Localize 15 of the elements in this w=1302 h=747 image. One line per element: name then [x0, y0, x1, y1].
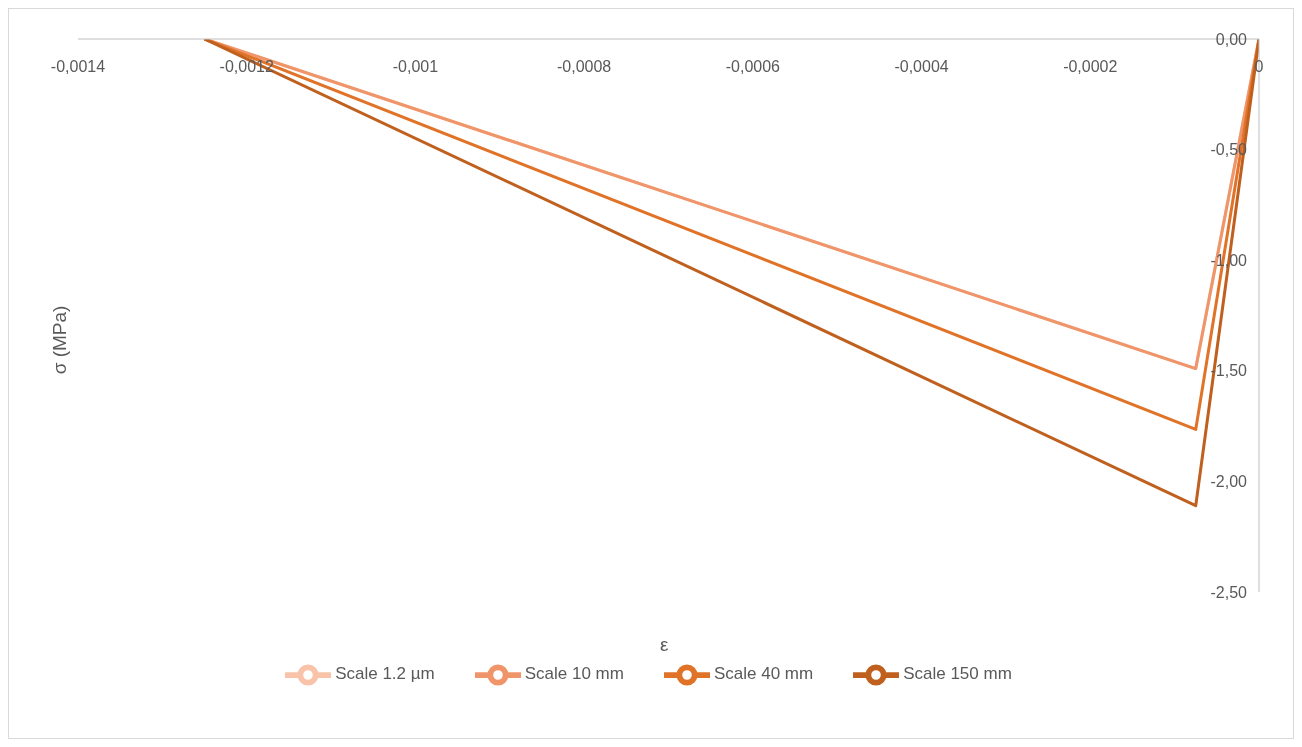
- y-tick-label: -2,00: [1210, 473, 1248, 491]
- legend-label: Scale 150 mm: [903, 664, 1012, 684]
- y-axis-title: σ (MPa): [49, 305, 71, 375]
- x-tick-label: -0,0006: [725, 58, 781, 76]
- y-tick-label: -2,50: [1210, 583, 1248, 601]
- legend-label: Scale 10 mm: [524, 664, 624, 684]
- x-axis-title: ε: [660, 634, 669, 656]
- x-tick-label: -0,001: [392, 58, 439, 76]
- x-tick-label: -0,0008: [557, 58, 612, 76]
- y-tick-label: 0,00: [1215, 30, 1248, 48]
- legend-label: Scale 40 mm: [713, 664, 814, 684]
- legend-label: Scale 1.2 µm: [335, 664, 435, 684]
- x-tick-label: -0,0002: [1063, 58, 1118, 76]
- x-tick-label: -0,0004: [894, 58, 949, 76]
- x-tick-label: -0,0014: [50, 58, 106, 76]
